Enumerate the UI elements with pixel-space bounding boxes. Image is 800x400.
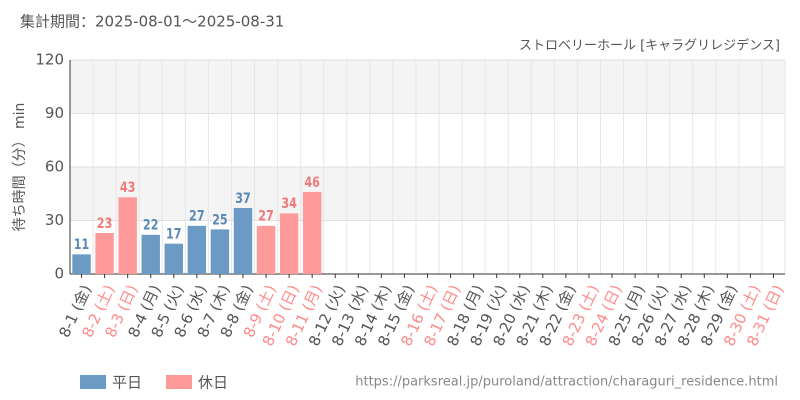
- value-label: 37: [235, 190, 251, 207]
- legend-swatch: [80, 375, 106, 389]
- legend-swatch: [166, 375, 192, 389]
- y-tick-label: 60: [45, 158, 64, 176]
- grid-band: [70, 60, 785, 114]
- bar: [210, 229, 230, 274]
- value-label: 46: [304, 174, 320, 191]
- bar: [141, 234, 160, 274]
- value-label: 43: [120, 179, 136, 196]
- bar: [72, 254, 91, 274]
- value-label: 27: [189, 207, 205, 224]
- grid-band: [70, 167, 785, 221]
- legend-label: 平日: [112, 374, 142, 392]
- bar: [279, 213, 299, 274]
- value-label: 34: [281, 195, 297, 212]
- bar: [118, 197, 137, 274]
- value-label: 25: [212, 211, 228, 228]
- bar: [302, 191, 322, 274]
- value-label: 17: [166, 225, 182, 242]
- bar: [95, 232, 114, 274]
- header: 集計期間：2025-08-01～2025-08-31: [20, 13, 284, 31]
- value-label: 23: [97, 215, 113, 232]
- legend-label: 休日: [198, 374, 228, 392]
- y-axis-label: 待ち時間（分） min: [12, 103, 28, 232]
- bar: [256, 225, 276, 274]
- value-label: 27: [258, 207, 274, 224]
- y-tick-label: 90: [45, 104, 64, 122]
- y-tick-label: 0: [54, 265, 64, 283]
- subtitle: ストロベリーホール [キャラグリレジデンス]: [519, 38, 780, 54]
- bar: [164, 243, 184, 274]
- value-label: 11: [74, 236, 90, 253]
- source-url: https://parksreal.jp/puroland/attraction…: [355, 375, 778, 390]
- y-tick-label: 120: [35, 51, 64, 69]
- bar: [233, 208, 253, 274]
- y-tick-label: 30: [45, 211, 64, 229]
- bar: [187, 225, 207, 274]
- value-label: 22: [143, 216, 159, 233]
